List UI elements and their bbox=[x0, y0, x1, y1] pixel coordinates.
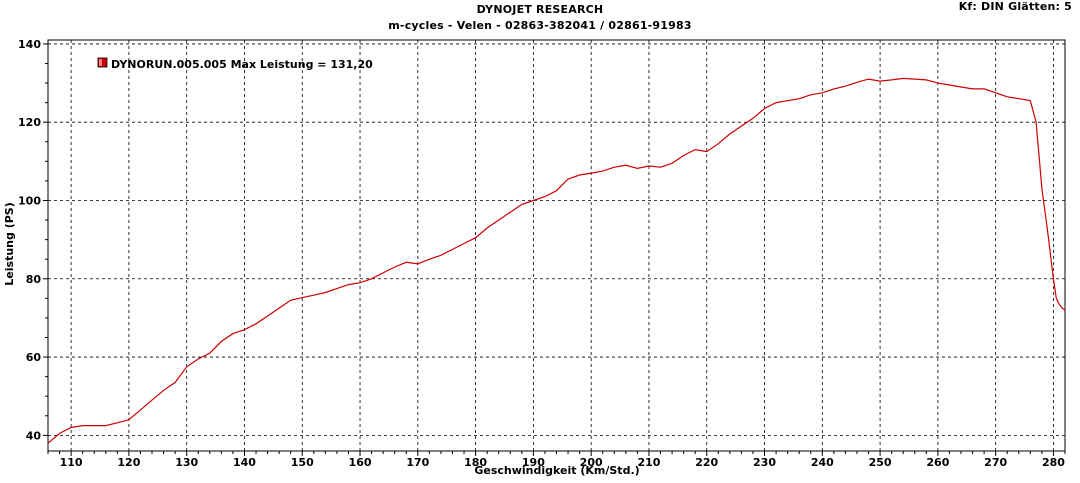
x-tick-label: 240 bbox=[811, 456, 834, 469]
x-tick-label: 280 bbox=[1042, 456, 1065, 469]
legend-swatch bbox=[97, 57, 108, 68]
x-tick-label: 140 bbox=[233, 456, 256, 469]
chart-title: DYNOJET RESEARCH bbox=[476, 3, 604, 16]
y-tick-label: 100 bbox=[18, 194, 41, 207]
chart-subtitle: m-cycles - Velen - 02863-382041 / 02861-… bbox=[388, 19, 692, 32]
x-tick-label: 180 bbox=[464, 456, 487, 469]
plot-frame bbox=[47, 39, 1066, 452]
x-tick-label: 160 bbox=[349, 456, 372, 469]
y-axis-label: Leistung (PS) bbox=[3, 202, 16, 285]
x-tick-label: 110 bbox=[60, 456, 83, 469]
correction-settings: Kf: DIN Glätten: 5 bbox=[958, 0, 1072, 13]
x-tick-label: 190 bbox=[522, 456, 545, 469]
y-tick-label: 140 bbox=[18, 38, 41, 51]
grid bbox=[48, 40, 1065, 451]
y-tick-label: 60 bbox=[26, 351, 42, 364]
x-tick-label: 220 bbox=[695, 456, 718, 469]
y-tick-label: 40 bbox=[26, 429, 42, 442]
legend: DYNORUN.005.005 Max Leistung = 131,20 bbox=[97, 57, 373, 71]
x-tick-label: 270 bbox=[984, 456, 1007, 469]
x-tick-label: 130 bbox=[175, 456, 198, 469]
x-tick-label: 260 bbox=[926, 456, 949, 469]
x-tick-label: 150 bbox=[291, 456, 314, 469]
y-tick-label: 80 bbox=[26, 273, 42, 286]
x-axis-label: Geschwindigkeit (Km/Std.) bbox=[474, 464, 639, 477]
y-tick-label: 120 bbox=[18, 116, 41, 129]
x-tick-label: 250 bbox=[869, 456, 892, 469]
x-tick-label: 210 bbox=[637, 456, 660, 469]
x-axis-ticks: 110 120 130 140 150 160 170 180 190 200 210 220 230 2… bbox=[47, 451, 1066, 469]
y-axis-ticks: 40 60 80 100 120 140 bbox=[18, 38, 48, 442]
x-tick-label: 200 bbox=[580, 456, 603, 469]
series-line-dynorun bbox=[47, 77, 1066, 444]
x-tick-label: 120 bbox=[117, 456, 140, 469]
x-tick-label: 230 bbox=[753, 456, 776, 469]
x-tick-label: 170 bbox=[406, 456, 429, 469]
legend-label: DYNORUN.005.005 Max Leistung = 131,20 bbox=[111, 58, 373, 71]
legend-swatch-shine bbox=[99, 59, 102, 66]
